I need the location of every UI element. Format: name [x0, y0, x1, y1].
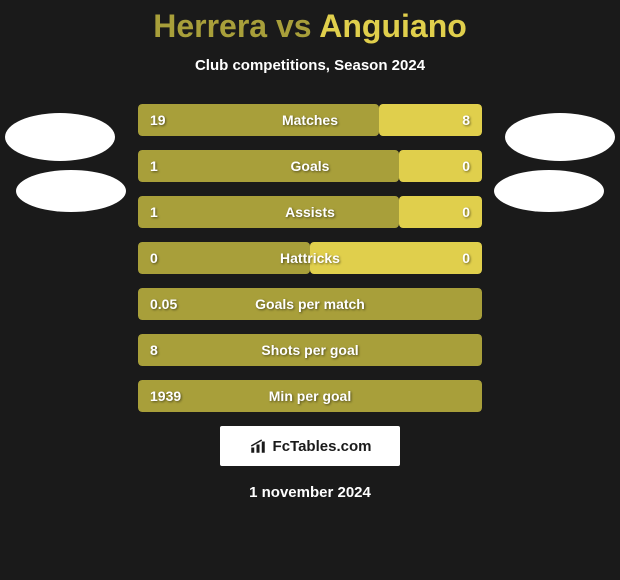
- stat-row: 0 Hattricks 0: [138, 242, 482, 274]
- stat-label: Hattricks: [280, 250, 340, 266]
- stat-value-left: 1939: [150, 388, 181, 404]
- stat-bar-left: [138, 104, 379, 136]
- stat-value-left: 0: [150, 250, 158, 266]
- stat-row: 8 Shots per goal: [138, 334, 482, 366]
- player1-name: Herrera: [153, 8, 267, 44]
- stat-row: 0.05 Goals per match: [138, 288, 482, 320]
- stat-bar-left: [138, 150, 399, 182]
- stat-row: 19 Matches 8: [138, 104, 482, 136]
- player1-avatar-bottom: [16, 170, 126, 212]
- stat-row: 1939 Min per goal: [138, 380, 482, 412]
- stat-value-right: 0: [462, 250, 470, 266]
- stat-value-right: 0: [462, 158, 470, 174]
- stat-value-left: 0.05: [150, 296, 177, 312]
- stat-value-left: 19: [150, 112, 166, 128]
- stat-bar-left: [138, 196, 399, 228]
- player2-name: Anguiano: [319, 8, 467, 44]
- stat-label: Matches: [282, 112, 338, 128]
- stats-container: 19 Matches 8 1 Goals 0 1 Assists 0 0 Hattricks 0 0.0…: [138, 104, 482, 412]
- stat-value-left: 8: [150, 342, 158, 358]
- subtitle: Club competitions, Season 2024: [0, 57, 620, 74]
- stat-row: 1 Assists 0: [138, 196, 482, 228]
- chart-icon: [249, 437, 267, 455]
- stat-label: Shots per goal: [261, 342, 358, 358]
- stat-value-right: 8: [462, 112, 470, 128]
- stat-label: Assists: [285, 204, 335, 220]
- vs-text: vs: [276, 8, 312, 44]
- logo-box: FcTables.com: [220, 426, 400, 466]
- player1-avatar-top: [5, 113, 115, 161]
- stat-row: 1 Goals 0: [138, 150, 482, 182]
- stat-label: Goals: [291, 158, 330, 174]
- stat-value-left: 1: [150, 158, 158, 174]
- player2-avatar-bottom: [494, 170, 604, 212]
- stat-value-left: 1: [150, 204, 158, 220]
- stat-label: Min per goal: [269, 388, 351, 404]
- logo-text: FcTables.com: [273, 438, 372, 455]
- player2-avatar-top: [505, 113, 615, 161]
- stat-label: Goals per match: [255, 296, 365, 312]
- comparison-title: Herrera vs Anguiano: [0, 0, 620, 45]
- date-text: 1 november 2024: [0, 484, 620, 501]
- stat-value-right: 0: [462, 204, 470, 220]
